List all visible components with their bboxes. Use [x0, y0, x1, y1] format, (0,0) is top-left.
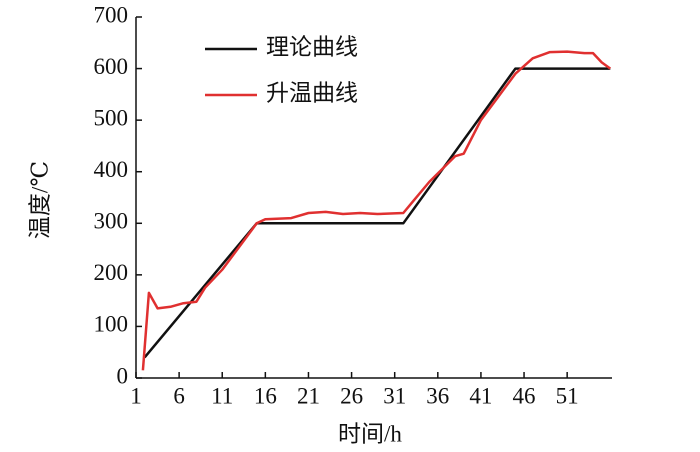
- y-tick-label: 100: [94, 312, 129, 337]
- x-tick-label: 16: [254, 383, 277, 408]
- x-tick-label: 46: [513, 383, 536, 408]
- y-tick-label: 700: [94, 2, 129, 27]
- y-axis-label: 温度/℃: [27, 161, 52, 239]
- y-tick-label: 600: [94, 54, 129, 79]
- x-tick-label: 1: [130, 383, 142, 408]
- x-tick-label: 41: [469, 383, 492, 408]
- legend-label: 理论曲线: [266, 34, 358, 59]
- y-tick-label: 200: [94, 260, 129, 285]
- x-tick-label: 11: [211, 383, 233, 408]
- y-tick-label: 500: [94, 105, 129, 130]
- legend-label: 升温曲线: [266, 80, 358, 105]
- x-tick-label: 6: [173, 383, 185, 408]
- x-tick-label: 31: [383, 383, 406, 408]
- y-tick-label: 0: [117, 363, 129, 388]
- x-tick-label: 26: [340, 383, 363, 408]
- x-tick-label: 36: [426, 383, 449, 408]
- x-tick-label: 51: [556, 383, 579, 408]
- y-tick-label: 400: [94, 157, 129, 182]
- x-axis-label: 时间/h: [338, 421, 402, 446]
- x-tick-label: 21: [297, 383, 320, 408]
- series-line: [143, 67, 611, 359]
- y-tick-label: 300: [94, 209, 129, 234]
- series-line: [141, 50, 612, 371]
